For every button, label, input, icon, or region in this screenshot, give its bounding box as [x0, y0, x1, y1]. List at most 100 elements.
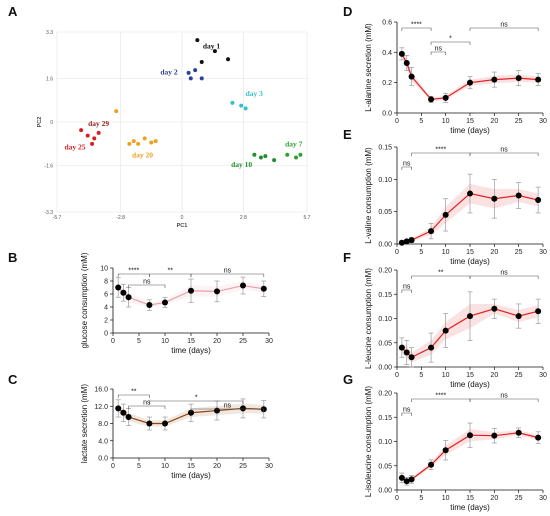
x-tick-label: 0	[395, 372, 399, 379]
significance-label: ns	[500, 393, 508, 400]
x-tick-label: 30	[265, 463, 273, 470]
y-tick-label: 0.15	[378, 415, 392, 422]
y-tick-label: 0.6	[382, 20, 392, 27]
significance-label: ns	[435, 46, 443, 53]
y-tick-label: 0.2	[382, 80, 392, 87]
data-point	[403, 349, 410, 356]
data-point	[398, 239, 405, 246]
data-point	[131, 139, 136, 144]
data-point	[294, 155, 299, 160]
data-point	[188, 76, 193, 81]
data-point	[188, 287, 194, 294]
panel-e: E 0 5 10 15 20 25 30 0.00 0.05 0.10 0.15 time (days)…	[343, 127, 547, 266]
data-point	[442, 211, 449, 218]
x-axis-label: time (days)	[171, 346, 211, 355]
significance-bracket	[149, 400, 244, 404]
significance-label: ns	[403, 407, 411, 414]
significance-bracket	[401, 289, 412, 293]
data-point	[408, 476, 415, 483]
significance-bracket	[190, 273, 265, 277]
data-point	[285, 152, 290, 157]
data-point	[120, 289, 127, 296]
x-tick-label: 0	[395, 118, 399, 125]
data-point	[442, 327, 449, 334]
significance-bracket	[190, 408, 265, 412]
panel-g: G 0 5 10 15 20 25 30 0.00 0.05 0.10 0.15 0.20 time (d…	[343, 372, 547, 512]
x-tick-label: 20	[213, 463, 221, 470]
significance-bracket	[469, 152, 539, 156]
data-point	[199, 76, 204, 81]
y-tick-label: 0.20	[378, 391, 392, 398]
x-tick-label: 0	[111, 463, 115, 470]
data-point	[467, 432, 473, 439]
y-axis-label: lactate secretion (mM)	[80, 384, 89, 463]
x-tick-label: 10	[161, 338, 169, 345]
x-axis-label: time (days)	[450, 380, 490, 389]
x-tick-label: 0	[181, 215, 184, 221]
y-tick-label: 0.05	[378, 463, 392, 470]
y-tick-label: 8	[104, 279, 108, 286]
x-tick-label: 30	[539, 372, 547, 379]
panel-letter: A	[8, 4, 18, 19]
significance-bracket	[430, 41, 471, 45]
data-point	[535, 308, 542, 315]
data-point	[398, 50, 405, 57]
y-tick-label: -3.3	[44, 210, 53, 216]
significance-label: ns	[403, 161, 411, 168]
x-axis-label: time (days)	[450, 503, 490, 512]
data-point	[186, 70, 191, 75]
data-point	[240, 282, 246, 289]
y-tick-label: 0.00	[378, 488, 392, 495]
significance-bracket	[401, 27, 432, 31]
data-point	[428, 96, 435, 103]
significance-label: ns	[500, 270, 508, 277]
panel-c: C 0 5 10 15 20 25 30 0.0 4.0 8.0 12.0 16.0 time (days…	[8, 372, 273, 480]
x-tick-label: 10	[442, 495, 450, 502]
x-tick-label: 25	[515, 495, 523, 502]
y-tick-label: 0.10	[378, 316, 392, 323]
y-tick-label: 0.15	[378, 292, 392, 299]
data-point	[239, 103, 244, 108]
data-point	[272, 158, 277, 163]
panel-letter: D	[343, 4, 352, 19]
significance-bracket	[430, 51, 446, 55]
data-point	[398, 474, 405, 481]
data-point	[226, 57, 231, 62]
panel-letter: B	[8, 250, 17, 265]
x-tick-label: 10	[442, 249, 450, 256]
data-point	[515, 75, 522, 82]
data-point	[428, 344, 435, 351]
y-tick-label: 0.05	[378, 340, 392, 347]
x-tick-label: 5	[419, 495, 423, 502]
panel-d: D 0 5 10 15 20 25 30 0.0 0.2 0.4 0.6 time (days) L-al…	[343, 4, 547, 135]
y-tick-label: 16.0	[94, 387, 108, 394]
data-point	[125, 294, 132, 301]
x-axis-label: time (days)	[171, 471, 211, 480]
group-day-20: day 20	[114, 109, 158, 159]
x-tick-label: 20	[213, 338, 221, 345]
y-tick-label: 4	[104, 305, 108, 312]
x-tick-label: 15	[187, 463, 195, 470]
data-point	[162, 420, 168, 427]
y-tick-label: 8.0	[98, 421, 108, 428]
x-tick-label: 30	[265, 338, 273, 345]
y-tick-label: -1.6	[44, 164, 53, 170]
data-point	[85, 133, 90, 138]
x-axis-label: PC1	[177, 223, 188, 229]
x-tick-label: 5	[137, 338, 141, 345]
significance-bracket	[469, 27, 539, 31]
data-point	[212, 49, 217, 54]
x-tick-label: 25	[239, 338, 247, 345]
data-point	[403, 238, 410, 245]
y-tick-label: 0.00	[378, 365, 392, 372]
significance-bracket	[128, 405, 166, 409]
y-tick-label: 0.0	[382, 111, 392, 118]
significance-label: ****	[435, 393, 446, 400]
group-day-29: day 29	[88, 119, 109, 128]
significance-label: ns	[224, 403, 232, 410]
data-point	[240, 405, 246, 412]
data-point	[403, 478, 410, 485]
y-tick-label: 0.20	[378, 268, 392, 275]
significance-bracket	[401, 412, 412, 416]
group-label: day 29	[88, 119, 109, 128]
